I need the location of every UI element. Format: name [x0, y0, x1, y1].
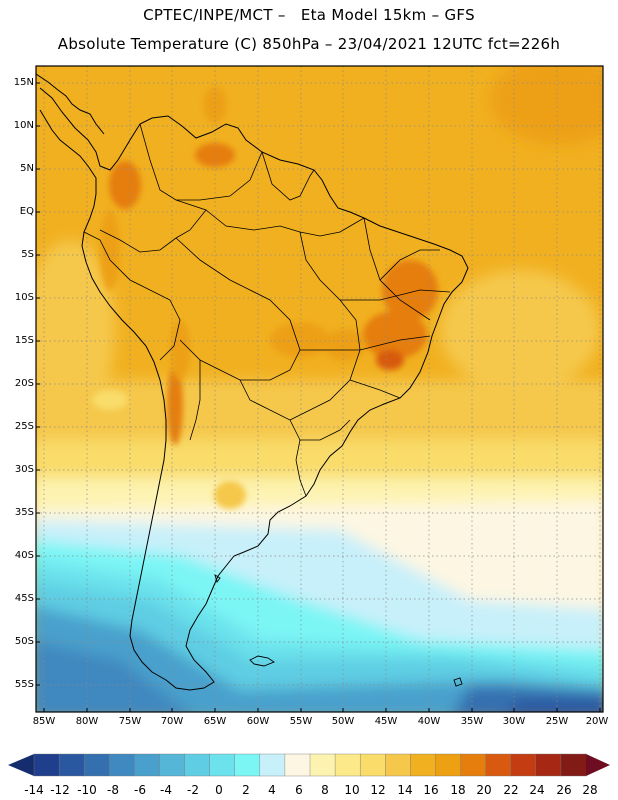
colorbar-swatch: [83, 753, 110, 777]
colorbar-swatch: [234, 753, 261, 777]
graticule: [36, 66, 603, 712]
islands: [214, 574, 463, 687]
lat-label-50s: 50S: [14, 636, 34, 647]
colorbar-label: -14: [24, 783, 44, 797]
colorbar-label: 8: [321, 783, 329, 797]
colorbar-swatch: [560, 753, 587, 777]
colorbar-swatch: [58, 753, 85, 777]
lon-label-85w: 85W: [32, 716, 56, 727]
lat-label-10n: 10N: [13, 120, 34, 131]
colorbar-low-arrow: [8, 754, 34, 776]
lat-label-10s: 10S: [14, 292, 34, 303]
colorbar-swatch: [460, 753, 487, 777]
lon-label-55w: 55W: [289, 716, 313, 727]
colorbar-label: 24: [529, 783, 545, 797]
temperature-bands: [36, 66, 603, 712]
colorbar-label: 20: [476, 783, 492, 797]
colorbar-swatch: [109, 753, 135, 777]
lon-label-80w: 80W: [75, 716, 99, 727]
colorbar-swatch: [410, 753, 436, 777]
colorbar-swatch: [535, 753, 562, 777]
warm-hotspots: [92, 87, 438, 509]
colorbar-swatch: [309, 753, 336, 777]
colorbar-label: 12: [370, 783, 386, 797]
colorbar-label: 14: [397, 783, 413, 797]
lon-label-40w: 40W: [417, 716, 441, 727]
south-america-coastline: [39, 87, 469, 691]
colorbar-label: 2: [242, 783, 250, 797]
lat-label-15n: 15N: [13, 77, 34, 88]
colorbar-high-arrow: [586, 754, 610, 776]
colorbar-swatch: [259, 753, 286, 777]
lat-label-35s: 35S: [14, 507, 34, 518]
lon-label-45w: 45W: [374, 716, 398, 727]
colorbar-label: -6: [134, 783, 146, 797]
temperature-map: [35, 65, 604, 713]
lon-label-60w: 60W: [246, 716, 270, 727]
colorbar-swatch: [359, 753, 386, 777]
colorbar-label: 26: [556, 783, 572, 797]
colorbar-swatch: [209, 753, 236, 777]
colorbar-label: 16: [423, 783, 439, 797]
lat-label-5s: 5S: [21, 249, 34, 260]
country-borders: [83, 123, 451, 497]
lon-label-35w: 35W: [460, 716, 484, 727]
map-title-line1: CPTEC/INPE/MCT – Eta Model 15km – GFS: [143, 6, 475, 24]
colorbar-label: -12: [50, 783, 70, 797]
lat-label-25s: 25S: [14, 421, 34, 432]
lon-label-70w: 70W: [160, 716, 184, 727]
lon-label-20w: 20W: [585, 716, 609, 727]
colorbar-swatch: [184, 753, 211, 777]
lat-label-eq: EQ: [19, 206, 34, 217]
colorbar-label: -8: [107, 783, 119, 797]
colorbar-label: 10: [344, 783, 360, 797]
colorbar-swatch: [435, 753, 462, 777]
lon-label-65w: 65W: [203, 716, 227, 727]
color-scale-bar: [8, 753, 610, 777]
lat-label-55s: 55S: [14, 679, 34, 690]
lat-label-40s: 40S: [14, 550, 34, 561]
lat-label-20s: 20S: [14, 378, 34, 389]
lon-label-30w: 30W: [502, 716, 526, 727]
colorbar-label: 22: [503, 783, 519, 797]
colorbar-swatch: [284, 753, 311, 777]
axis-ticks: [36, 82, 601, 712]
colorbar-swatch: [33, 753, 60, 777]
map-title-line2: Absolute Temperature (C) 850hPa – 23/04/…: [57, 35, 561, 53]
central-america-coastline: [36, 73, 105, 135]
colorbar-label: -4: [160, 783, 172, 797]
colorbar-swatch: [510, 753, 537, 777]
lon-label-75w: 75W: [118, 716, 142, 727]
colorbar-label: 18: [450, 783, 466, 797]
lat-label-30s: 30S: [14, 464, 34, 475]
lon-label-50w: 50W: [331, 716, 355, 727]
colorbar-label: -10: [77, 783, 97, 797]
colorbar-label: 28: [582, 783, 598, 797]
lon-label-25w: 25W: [545, 716, 569, 727]
lat-label-5n: 5N: [20, 163, 34, 174]
colorbar-label: 4: [268, 783, 276, 797]
map-frame: [35, 65, 604, 713]
colorbar-swatch: [159, 753, 186, 777]
colorbar-swatch: [334, 753, 361, 777]
colorbar-swatch: [134, 753, 160, 777]
lat-label-45s: 45S: [14, 593, 34, 604]
colorbar-label: -2: [187, 783, 199, 797]
colorbar-label: 0: [215, 783, 223, 797]
colorbar-label: 6: [295, 783, 303, 797]
lat-label-15s: 15S: [14, 335, 34, 346]
colorbar-swatch: [385, 753, 411, 777]
colorbar-swatch: [485, 753, 512, 777]
